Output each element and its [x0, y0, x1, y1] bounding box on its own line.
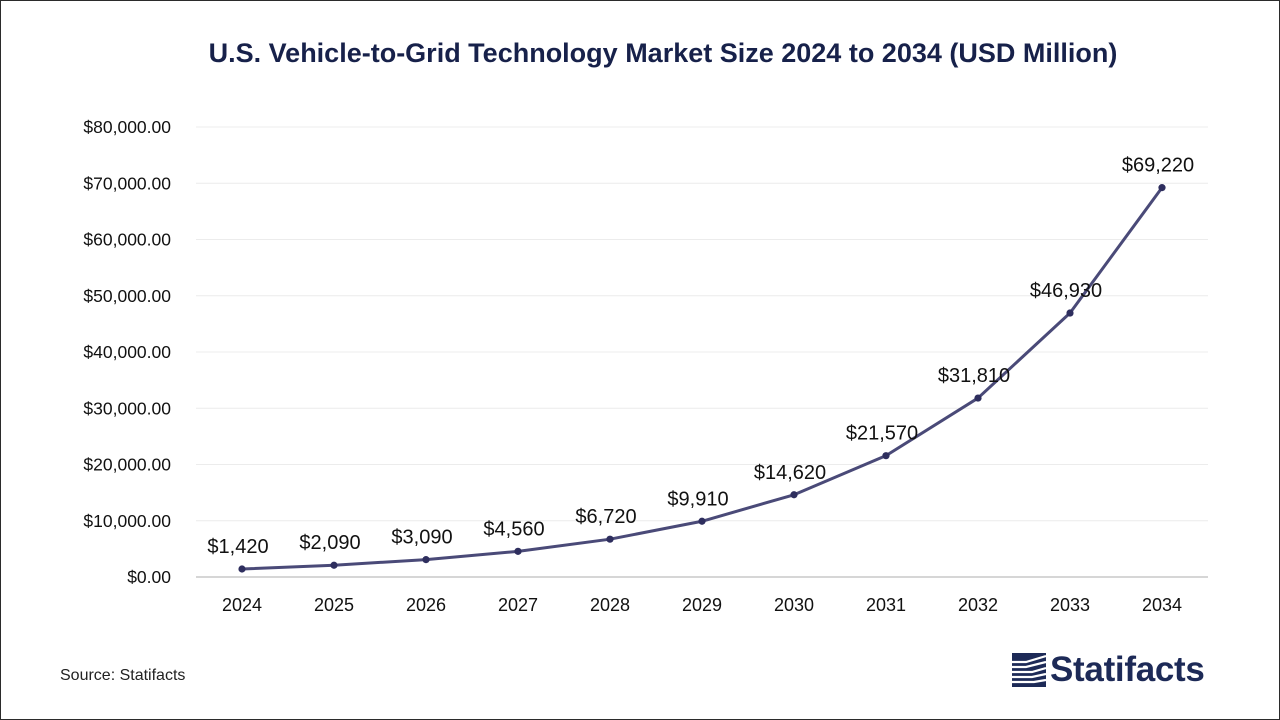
x-tick-label: 2025 — [314, 595, 354, 615]
grid-lines — [196, 126, 1208, 522]
y-tick-label: $50,000.00 — [83, 286, 171, 306]
data-label: $4,560 — [483, 518, 544, 540]
data-labels: $1,420 $2,090 $3,090 $4,560 $6,720 $9,910 $14,… — [207, 155, 1194, 558]
data-label: $1,420 — [207, 536, 268, 558]
y-tick-label: $10,000.00 — [83, 511, 171, 531]
data-label: $69,220 — [1122, 155, 1194, 177]
data-point — [238, 565, 246, 573]
data-point — [1158, 184, 1166, 192]
x-tick-label: 2027 — [498, 595, 538, 615]
data-label: $21,570 — [846, 423, 918, 445]
data-point — [606, 535, 614, 543]
statifacts-logo-icon — [1012, 653, 1046, 687]
x-tick-label: 2029 — [682, 595, 722, 615]
data-points — [238, 184, 1166, 573]
y-tick-label: $70,000.00 — [83, 173, 171, 193]
data-label: $6,720 — [575, 506, 636, 528]
x-tick-label: 2024 — [222, 595, 262, 615]
y-tick-label: $20,000.00 — [83, 455, 171, 475]
data-point — [698, 517, 706, 525]
x-tick-label: 2032 — [958, 595, 998, 615]
brand-logo: Statifacts — [1012, 650, 1205, 689]
data-label: $3,090 — [391, 527, 452, 549]
y-tick-label: $80,000.00 — [83, 117, 171, 137]
series-line — [241, 186, 1164, 571]
x-tick-label: 2030 — [774, 595, 814, 615]
y-tick-label: $30,000.00 — [83, 398, 171, 418]
data-point — [1066, 309, 1074, 317]
data-label: $46,930 — [1030, 280, 1102, 302]
y-axis-ticks: $0.00 $10,000.00 $20,000.00 $30,000.00 $40,0… — [83, 117, 171, 587]
data-point — [790, 491, 798, 499]
chart-title: U.S. Vehicle-to-Grid Technology Market S… — [208, 38, 1118, 68]
y-tick-label: $0.00 — [127, 567, 171, 587]
x-tick-label: 2033 — [1050, 595, 1090, 615]
data-point — [330, 561, 338, 569]
data-point — [422, 556, 430, 564]
x-tick-label: 2031 — [866, 595, 906, 615]
x-tick-label: 2034 — [1142, 595, 1182, 615]
data-point — [514, 547, 522, 555]
x-axis-ticks: 2024 2025 2026 2027 2028 2029 2030 2031 2032 2033… — [222, 595, 1182, 615]
x-tick-label: 2026 — [406, 595, 446, 615]
x-tick-label: 2028 — [590, 595, 630, 615]
source-note: Source: Statifacts — [60, 667, 186, 684]
data-label: $31,810 — [938, 365, 1010, 387]
data-point — [882, 452, 890, 460]
data-label: $14,620 — [754, 462, 826, 484]
brand-name: Statifacts — [1050, 650, 1205, 689]
data-point — [974, 394, 982, 402]
y-tick-label: $40,000.00 — [83, 342, 171, 362]
y-tick-label: $60,000.00 — [83, 230, 171, 250]
data-label: $9,910 — [667, 488, 728, 510]
data-label: $2,090 — [299, 532, 360, 554]
